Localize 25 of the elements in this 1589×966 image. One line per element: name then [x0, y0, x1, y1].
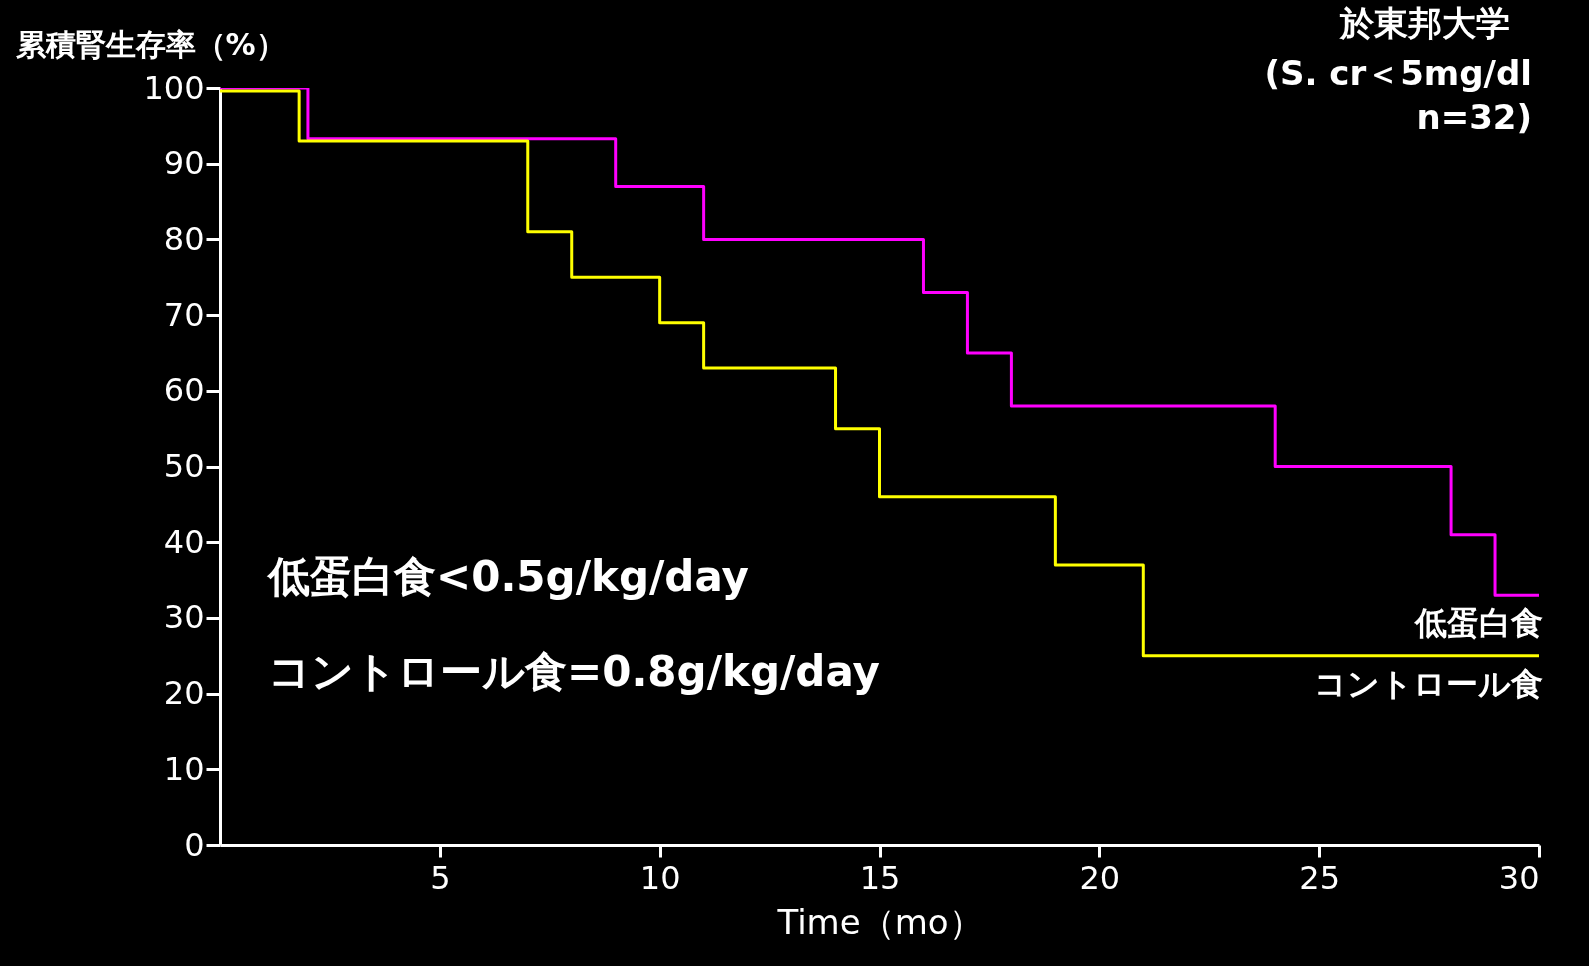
x-tick-label: 15 — [859, 858, 901, 897]
y-tick-label: 20 — [163, 674, 205, 713]
annotation: (S. cr＜5mg/dl n=32) — [1264, 53, 1532, 138]
annotation: コントロール食=0.8g/kg/day — [268, 647, 880, 696]
y-tick-label: 60 — [163, 371, 205, 410]
text: 於東邦大学 — [1339, 3, 1510, 43]
x-tick-label: 25 — [1299, 858, 1341, 897]
y-axis-title: 累積腎生存率（%） — [14, 26, 286, 62]
x-tick-label: 5 — [430, 858, 451, 897]
annotation: 低蛋白食<0.5g/kg/day — [266, 552, 749, 601]
y-tick-label: 0 — [184, 825, 205, 864]
y-tick-label: 80 — [163, 219, 205, 258]
x-tick-label: 20 — [1079, 858, 1121, 897]
y-tick-label: 90 — [163, 144, 205, 183]
x-tick-label: 30 — [1498, 858, 1540, 897]
x-axis-title: Time（mo） — [776, 901, 983, 942]
series-label: コントロール食 — [1314, 664, 1543, 703]
series-label: 低蛋白食 — [1413, 604, 1543, 643]
y-tick-label: 10 — [163, 749, 205, 788]
x-tick-label: 10 — [639, 858, 681, 897]
y-tick-label: 40 — [163, 522, 205, 561]
y-tick-label: 100 — [143, 68, 205, 107]
y-tick-label: 50 — [163, 447, 205, 485]
y-tick-label: 70 — [163, 295, 205, 334]
y-tick-label: 30 — [163, 598, 205, 637]
